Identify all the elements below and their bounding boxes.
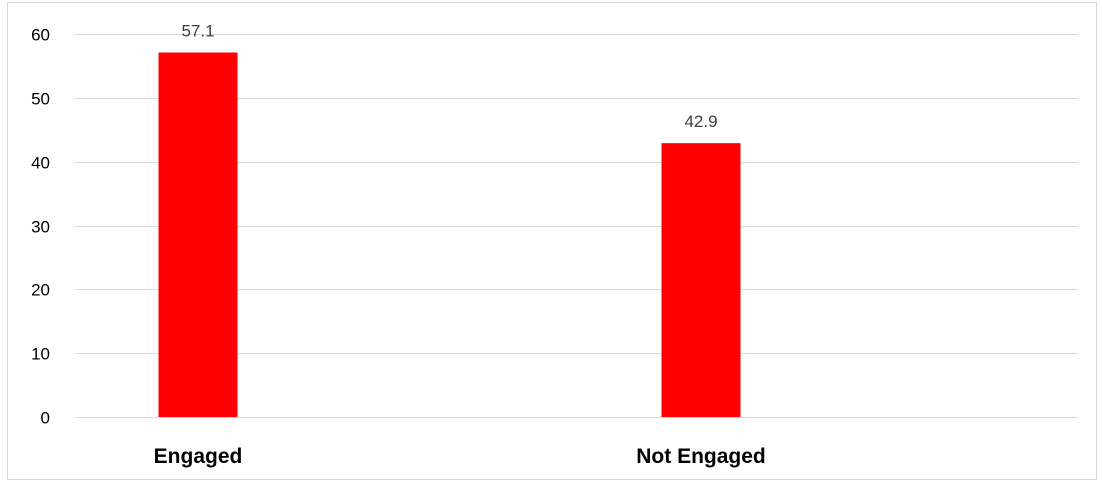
x-axis-categories: Engaged Not Engaged (154, 445, 766, 468)
data-label-not-engaged: 42.9 (684, 112, 717, 131)
category-label-not-engaged: Not Engaged (636, 445, 766, 468)
y-tick-label-40: 40 (31, 154, 50, 173)
y-tick-label-60: 60 (31, 26, 50, 45)
data-label-engaged: 57.1 (181, 22, 214, 41)
data-labels: 57.1 42.9 (181, 22, 717, 132)
bar-not-engaged (661, 143, 741, 417)
category-label-engaged: Engaged (154, 445, 243, 468)
gridlines (75, 34, 1078, 418)
y-tick-label-0: 0 (41, 409, 50, 428)
bars (158, 52, 741, 418)
y-tick-label-30: 30 (31, 218, 50, 237)
y-tick-label-50: 50 (31, 90, 50, 109)
y-tick-label-10: 10 (31, 345, 50, 364)
y-tick-label-20: 20 (31, 281, 50, 300)
bar-engaged (158, 52, 238, 418)
y-axis-ticks: 0 10 20 30 40 50 60 (31, 26, 50, 428)
